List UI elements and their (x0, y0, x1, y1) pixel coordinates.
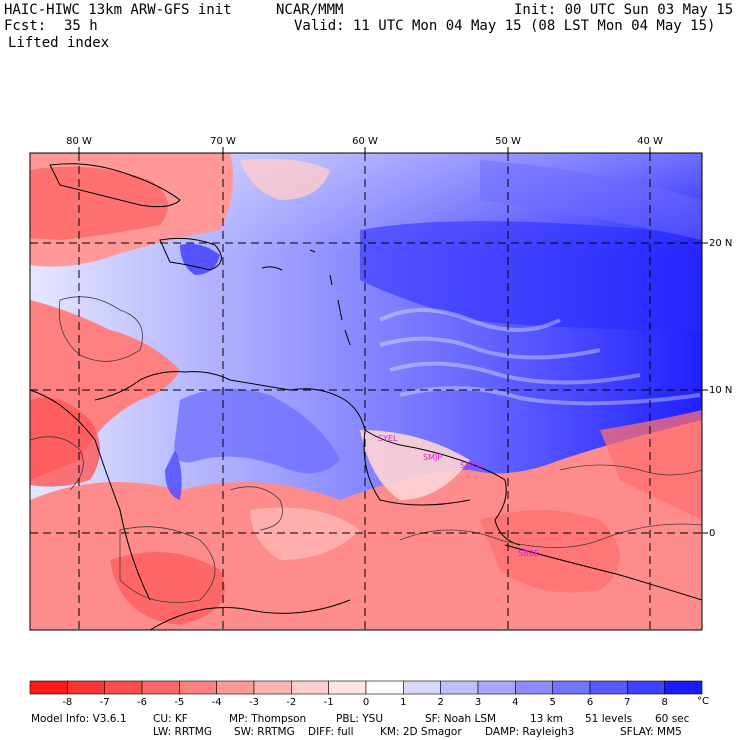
footer-damp: DAMP: Rayleigh3 (485, 726, 575, 738)
footer-resolution: 13 km (530, 713, 564, 725)
colorbar-swatch (403, 680, 441, 695)
colorbar-swatch (627, 680, 665, 695)
station-syel: SYEL (378, 434, 398, 443)
organization: NCAR/MMM (276, 2, 344, 18)
colorbar-tick-label: 8 (661, 697, 667, 708)
colorbar-tick-label: -6 (137, 697, 147, 708)
footer-timestep: 60 sec (655, 713, 690, 725)
lon-label-80w: 80 W (66, 136, 92, 147)
colorbar-swatch (664, 680, 703, 695)
footer-km: KM: 2D Smagor (380, 726, 462, 738)
station-sbbe: SBBE (518, 549, 539, 558)
colorbar-tick-label: -1 (324, 697, 334, 708)
colorbar-tick-label: 6 (587, 697, 593, 708)
colorbar-swatch (291, 680, 329, 695)
colorbar-tick-label: 1 (400, 697, 406, 708)
colorbar-swatch (552, 680, 591, 695)
lon-label-70w: 70 W (210, 136, 236, 147)
colorbar-tick-label: -5 (174, 697, 184, 708)
lon-label-40w: 40 W (637, 136, 663, 147)
colorbar-tick-label: 3 (475, 697, 481, 708)
colorbar-unit: °C (697, 696, 709, 707)
footer-sflay: SFLAY: MM5 (620, 726, 682, 738)
colorbar-swatch (179, 680, 217, 695)
colorbar-tick-label: 0 (363, 697, 369, 708)
colorbar-swatch (216, 680, 255, 695)
field-name: Lifted index (8, 35, 110, 51)
station-smjp: SMJP (423, 453, 442, 462)
station-soca: SOCA (460, 461, 483, 470)
footer-pbl: PBL: YSU (336, 713, 384, 725)
colorbar-swatch (104, 680, 143, 695)
lat-label-20n: 20 N (709, 238, 732, 249)
colorbar-swatch (67, 680, 105, 695)
colorbar-tick-label: -8 (62, 697, 72, 708)
colorbar-tick-label: 2 (437, 697, 443, 708)
coastlines (30, 163, 702, 630)
colorbar-tick-label: 4 (512, 697, 518, 708)
colorbar-tick-label: -3 (249, 697, 259, 708)
colorbar-tick-label: -7 (100, 697, 110, 708)
footer-levels: 51 levels (585, 713, 633, 725)
colorbar-swatch (253, 680, 292, 695)
colorbar-tick-label: 5 (549, 697, 555, 708)
colorbar-swatch (440, 680, 479, 695)
lat-label-10n: 10 N (709, 385, 732, 396)
forecast-hour: 35 h (64, 18, 98, 34)
valid-time: Valid: 11 UTC Mon 04 May 15 (08 LST Mon … (294, 18, 716, 34)
colorbar-tick-label: 7 (624, 697, 630, 708)
footer-sf: SF: Noah LSM (425, 713, 497, 725)
map-frame (29, 152, 703, 631)
lon-label-50w: 50 W (495, 136, 521, 147)
footer-mp: MP: Thompson (229, 713, 307, 725)
graticule (30, 153, 702, 630)
footer-diff: DIFF: full (308, 726, 354, 738)
stable-venezuela (174, 388, 340, 474)
footer-sw: SW: RRTMG (234, 726, 295, 738)
colorbar-tick-label: -4 (212, 697, 222, 708)
colorbar-swatch (515, 680, 553, 695)
colorbar-tick-label: -2 (286, 697, 296, 708)
forecast-label: Fcst: (4, 18, 47, 34)
init-time: Init: 00 UTC Sun 03 May 15 (514, 2, 734, 18)
lat-label-0: 0 (709, 528, 715, 539)
footer-cu: CU: KF (153, 713, 188, 725)
colorbar-swatch (589, 680, 628, 695)
colorbar-swatch (477, 680, 516, 695)
colorbar-swatch (328, 680, 367, 695)
footer-model-info: Model Info: V3.6.1 (31, 713, 127, 725)
footer-lw: LW: RRTMG (153, 726, 212, 738)
colorbar-swatch (365, 680, 404, 695)
lon-label-60w: 60 W (352, 136, 378, 147)
model-title: HAIC-HIWC 13km ARW-GFS init (4, 2, 232, 18)
colorbar-swatch (141, 680, 180, 695)
colorbar-swatch (29, 680, 68, 695)
